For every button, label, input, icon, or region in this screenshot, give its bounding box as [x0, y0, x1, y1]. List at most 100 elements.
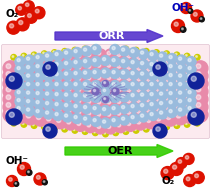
- Circle shape: [23, 93, 38, 107]
- Circle shape: [100, 68, 111, 78]
- Circle shape: [74, 60, 77, 64]
- Circle shape: [196, 95, 201, 100]
- Circle shape: [22, 54, 24, 56]
- Circle shape: [184, 63, 190, 69]
- Circle shape: [115, 50, 126, 62]
- Circle shape: [95, 86, 106, 97]
- Circle shape: [129, 91, 139, 101]
- Circle shape: [176, 87, 181, 92]
- Circle shape: [74, 50, 77, 53]
- Circle shape: [72, 47, 78, 53]
- Circle shape: [94, 70, 95, 72]
- Circle shape: [156, 65, 160, 69]
- Circle shape: [112, 119, 115, 122]
- Circle shape: [186, 104, 191, 108]
- Circle shape: [154, 50, 159, 55]
- Circle shape: [94, 131, 95, 133]
- Circle shape: [124, 106, 126, 108]
- Circle shape: [154, 93, 159, 98]
- Circle shape: [103, 97, 108, 102]
- Circle shape: [36, 83, 39, 86]
- Circle shape: [186, 71, 191, 75]
- Circle shape: [95, 74, 106, 85]
- Circle shape: [27, 91, 30, 94]
- Circle shape: [127, 99, 131, 103]
- Circle shape: [104, 120, 106, 122]
- Circle shape: [84, 105, 87, 109]
- Circle shape: [53, 105, 55, 107]
- Circle shape: [34, 98, 44, 108]
- Circle shape: [195, 120, 200, 126]
- Circle shape: [150, 83, 153, 86]
- Circle shape: [147, 57, 151, 61]
- Circle shape: [175, 114, 177, 116]
- Circle shape: [36, 64, 39, 68]
- Circle shape: [53, 83, 55, 85]
- Circle shape: [44, 94, 57, 108]
- Circle shape: [122, 105, 125, 109]
- Circle shape: [138, 81, 149, 91]
- Circle shape: [105, 86, 116, 97]
- Circle shape: [34, 63, 44, 73]
- Circle shape: [34, 66, 47, 80]
- Circle shape: [74, 85, 87, 98]
- Circle shape: [7, 176, 18, 187]
- Circle shape: [36, 115, 41, 119]
- Circle shape: [44, 85, 57, 98]
- Circle shape: [87, 64, 91, 68]
- Circle shape: [34, 57, 47, 71]
- Circle shape: [13, 93, 28, 107]
- Circle shape: [20, 165, 24, 169]
- Circle shape: [13, 109, 28, 123]
- Circle shape: [15, 97, 25, 106]
- Circle shape: [74, 52, 87, 64]
- Circle shape: [13, 68, 28, 82]
- Circle shape: [43, 52, 54, 62]
- Circle shape: [180, 2, 192, 13]
- Circle shape: [164, 66, 177, 80]
- Circle shape: [23, 111, 38, 125]
- Circle shape: [183, 84, 198, 99]
- Circle shape: [46, 73, 49, 76]
- Circle shape: [93, 59, 96, 62]
- Circle shape: [175, 124, 177, 126]
- Circle shape: [62, 115, 68, 121]
- Circle shape: [124, 52, 137, 64]
- Circle shape: [103, 95, 106, 98]
- Circle shape: [42, 82, 47, 88]
- Circle shape: [16, 87, 21, 92]
- Circle shape: [119, 115, 130, 125]
- Circle shape: [176, 72, 187, 82]
- Circle shape: [12, 65, 14, 67]
- Circle shape: [95, 122, 106, 134]
- Circle shape: [164, 72, 169, 77]
- Circle shape: [43, 90, 54, 100]
- Circle shape: [26, 105, 31, 109]
- Circle shape: [32, 73, 34, 75]
- Circle shape: [85, 121, 96, 133]
- Circle shape: [83, 130, 85, 132]
- Circle shape: [62, 82, 68, 88]
- Circle shape: [57, 108, 61, 112]
- Circle shape: [34, 85, 47, 98]
- Circle shape: [167, 98, 177, 108]
- Circle shape: [53, 60, 63, 70]
- Circle shape: [127, 110, 131, 114]
- Circle shape: [15, 57, 25, 67]
- Circle shape: [22, 64, 24, 66]
- Circle shape: [77, 77, 81, 81]
- Circle shape: [169, 56, 172, 59]
- Circle shape: [87, 123, 91, 127]
- Circle shape: [87, 100, 91, 104]
- Circle shape: [165, 83, 167, 85]
- Circle shape: [143, 82, 149, 88]
- Circle shape: [165, 104, 167, 106]
- Circle shape: [26, 70, 31, 74]
- Circle shape: [134, 129, 136, 131]
- Circle shape: [62, 126, 68, 132]
- Circle shape: [103, 81, 108, 87]
- Circle shape: [199, 17, 204, 22]
- Circle shape: [67, 120, 71, 124]
- Circle shape: [74, 71, 77, 75]
- Circle shape: [62, 101, 73, 112]
